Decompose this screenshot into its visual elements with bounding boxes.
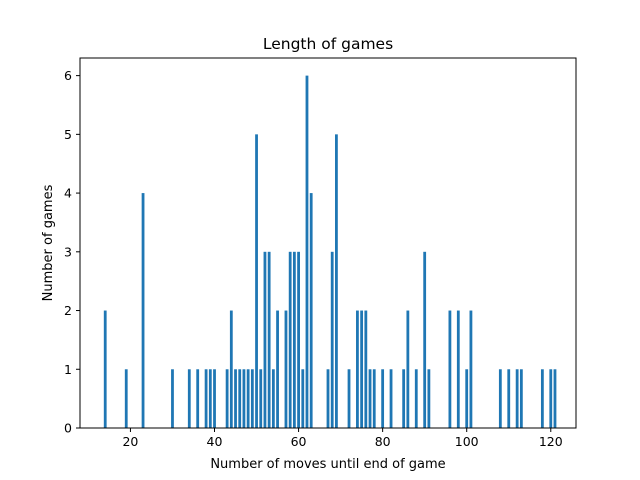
bar xyxy=(498,369,502,428)
bar xyxy=(255,134,258,428)
bar xyxy=(427,369,431,428)
bar xyxy=(213,369,216,428)
bar xyxy=(372,369,376,428)
bar xyxy=(515,369,519,428)
y-axis: 0 1 2 3 4 5 6 xyxy=(64,68,80,436)
bar xyxy=(356,310,359,428)
bar xyxy=(208,369,212,428)
bar xyxy=(423,251,427,428)
bar xyxy=(288,251,292,428)
x-tick-label: 40 xyxy=(207,434,223,449)
bar xyxy=(549,369,553,428)
bar xyxy=(305,75,309,429)
bar xyxy=(309,193,313,428)
bar xyxy=(465,369,469,428)
bar xyxy=(259,369,263,428)
bar xyxy=(360,310,364,428)
plot-frame xyxy=(79,57,577,429)
bar xyxy=(292,251,296,428)
bar xyxy=(469,310,473,428)
bar xyxy=(234,369,237,428)
x-tick-label: 80 xyxy=(375,434,391,449)
bar xyxy=(141,193,145,428)
x-tick-label: 100 xyxy=(455,434,479,449)
y-tick-label: 6 xyxy=(64,68,72,83)
bar xyxy=(225,369,229,428)
x-axis: 20 40 60 80 100 120 xyxy=(122,428,563,449)
y-axis-label: Number of games xyxy=(41,184,56,301)
bar xyxy=(381,369,385,428)
y-tick-label: 5 xyxy=(64,127,72,142)
bar xyxy=(406,310,410,428)
bar xyxy=(389,369,393,428)
y-tick-label: 1 xyxy=(64,362,72,377)
y-tick-label: 0 xyxy=(64,421,72,436)
y-tick-label: 3 xyxy=(64,244,72,259)
bar xyxy=(238,369,242,428)
x-tick-label: 120 xyxy=(539,434,563,449)
bar xyxy=(242,369,246,428)
bar xyxy=(103,310,107,428)
bar xyxy=(263,251,267,428)
bar xyxy=(246,369,250,428)
bar xyxy=(364,310,368,428)
bar xyxy=(347,369,351,428)
bar xyxy=(196,369,200,428)
bar xyxy=(414,369,418,428)
bar xyxy=(335,134,338,428)
bar xyxy=(276,310,279,428)
x-axis-label: Number of moves until end of game xyxy=(210,457,445,472)
bar xyxy=(519,369,523,428)
bar xyxy=(250,369,254,428)
chart-title: Length of games xyxy=(263,35,393,53)
bar xyxy=(297,251,300,428)
bar xyxy=(330,251,334,428)
bar xyxy=(456,310,460,428)
bar xyxy=(368,369,372,428)
x-tick-label: 60 xyxy=(291,434,307,449)
bar xyxy=(553,369,557,428)
bar xyxy=(326,369,330,428)
y-tick-label: 4 xyxy=(64,186,72,201)
bar xyxy=(448,310,452,428)
bar xyxy=(507,369,511,428)
bar xyxy=(229,310,233,428)
bar xyxy=(301,369,305,428)
bar xyxy=(124,369,128,428)
bar xyxy=(204,369,208,428)
bars xyxy=(103,75,557,429)
bar xyxy=(267,251,271,428)
bar xyxy=(284,310,288,428)
bar xyxy=(187,369,191,428)
bar xyxy=(271,369,275,428)
bar xyxy=(171,369,174,428)
bar xyxy=(402,369,406,428)
y-tick-label: 2 xyxy=(64,303,72,318)
x-tick-label: 20 xyxy=(122,434,138,449)
bar xyxy=(540,369,544,428)
